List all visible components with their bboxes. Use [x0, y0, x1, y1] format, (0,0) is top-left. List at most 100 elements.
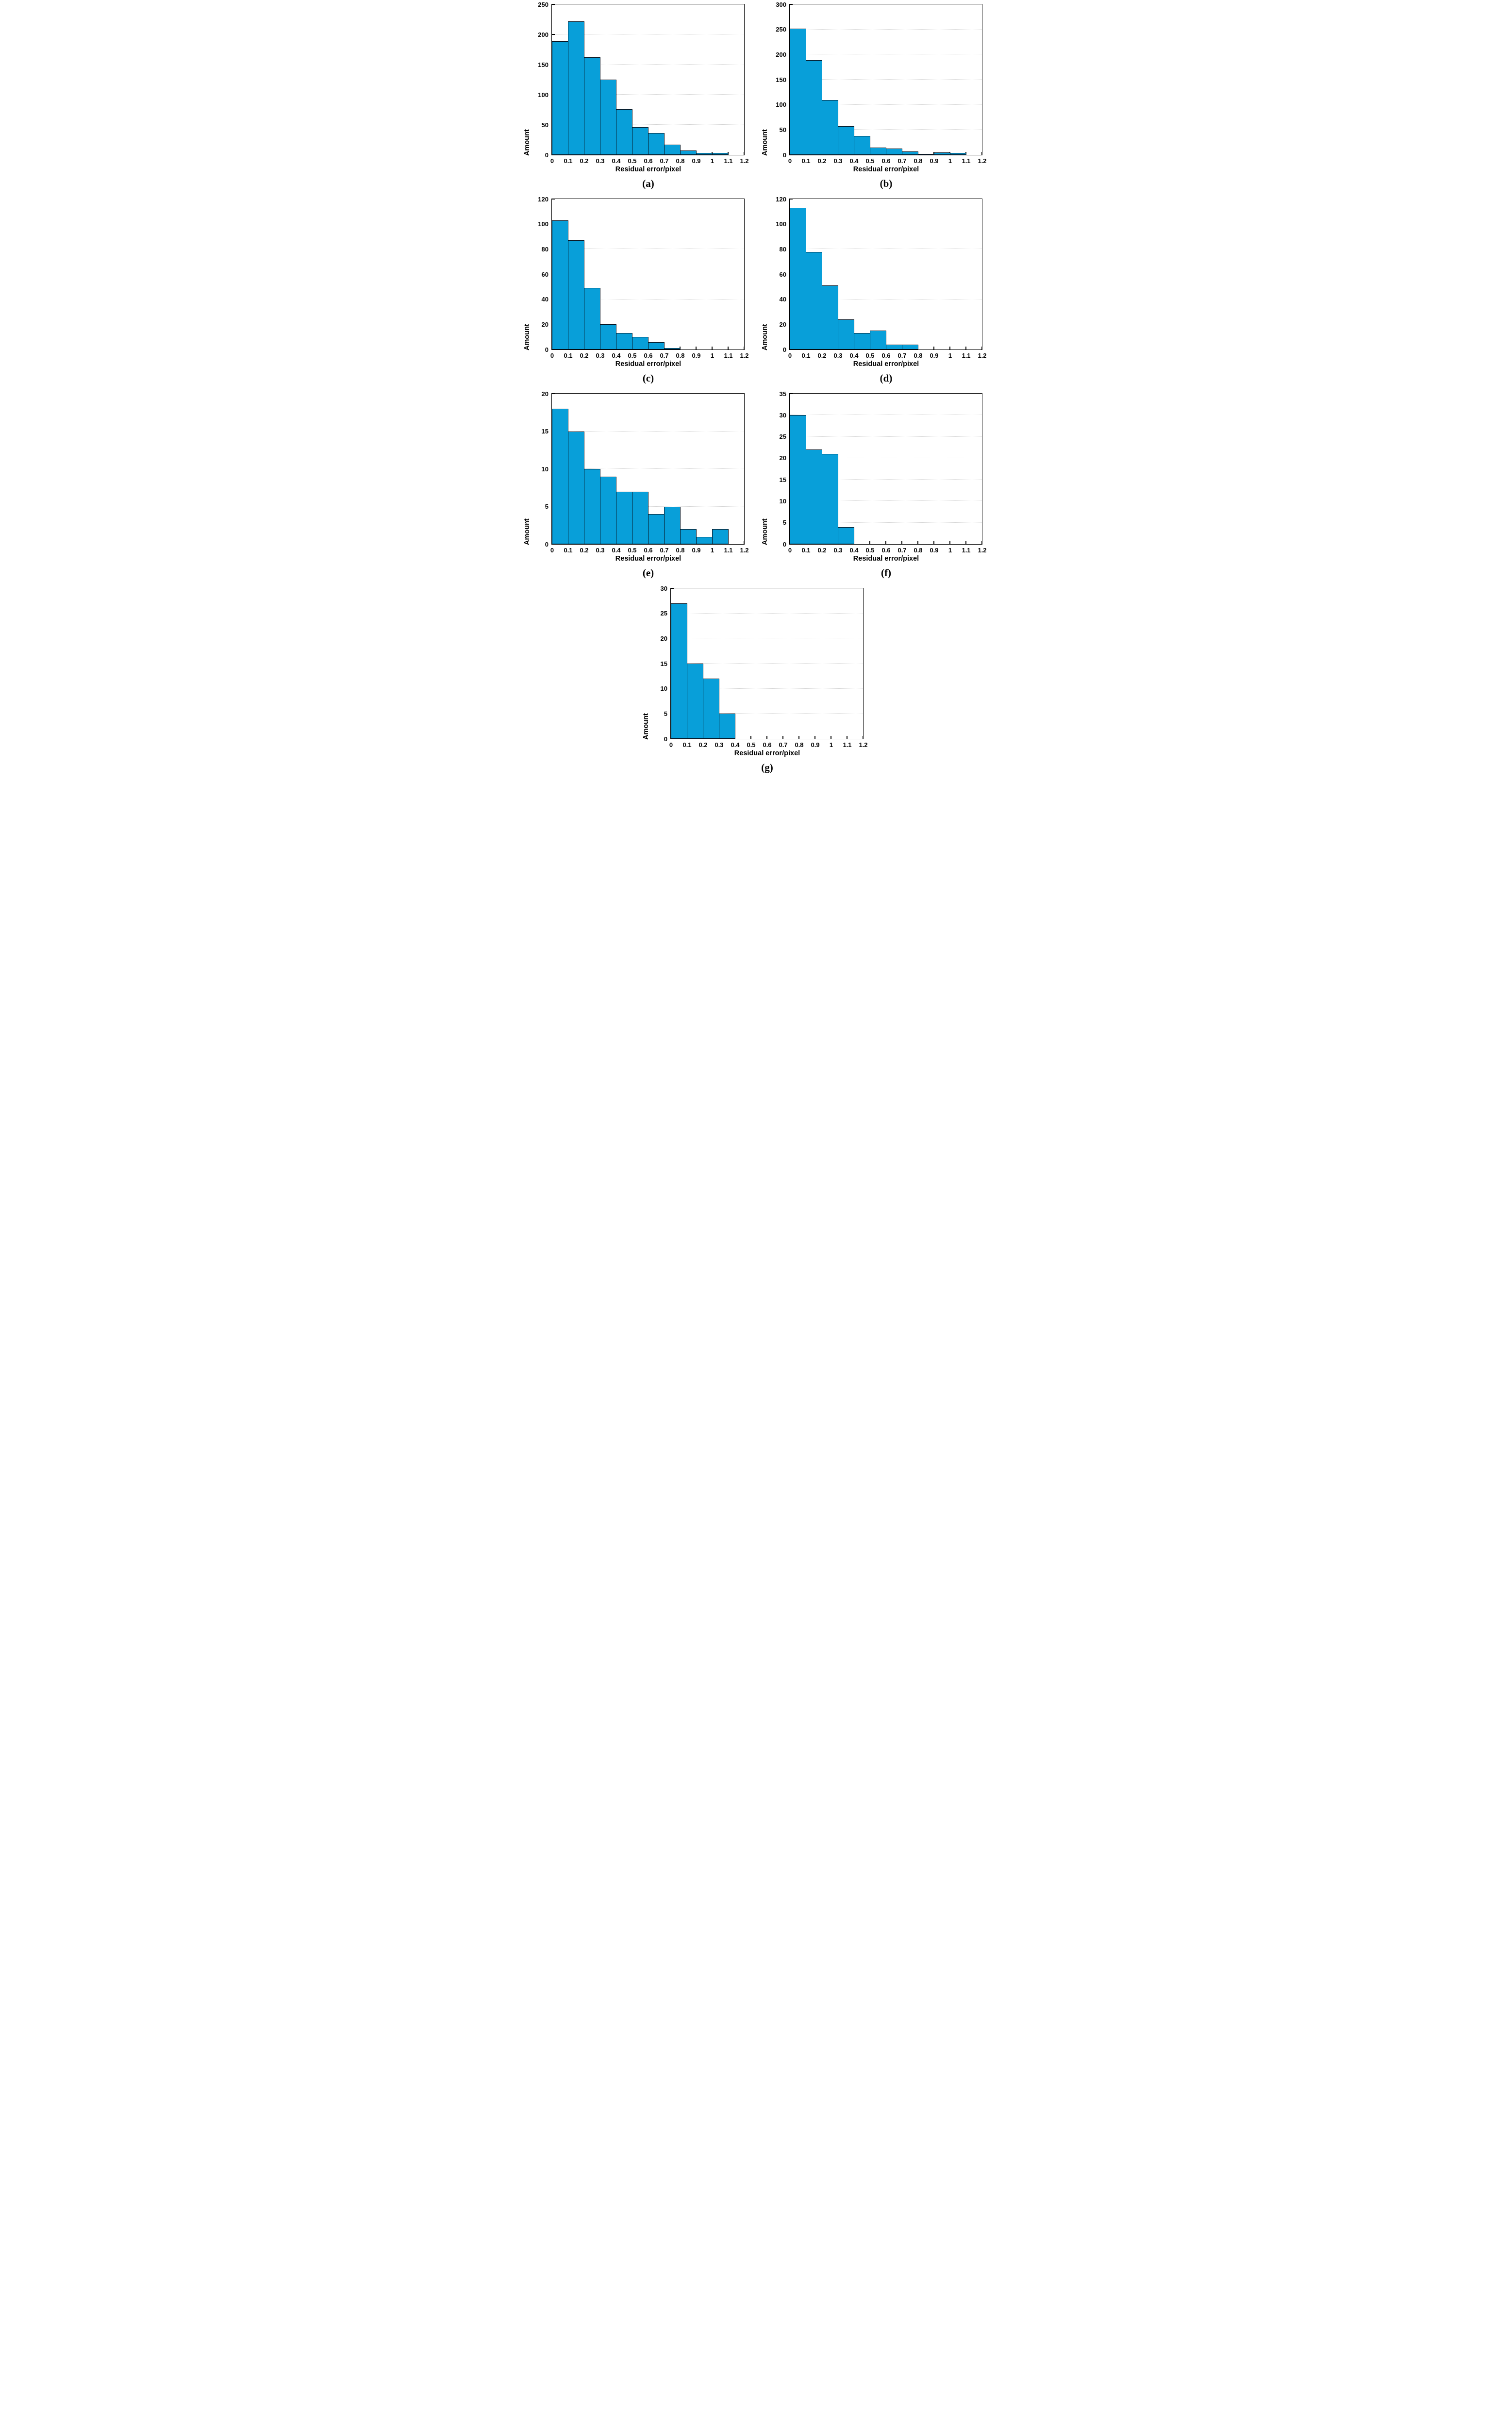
histogram-bar: [648, 133, 665, 155]
y-tick-label: 20: [779, 454, 786, 462]
x-tick-label: 0.5: [865, 547, 875, 554]
y-tick-label: 30: [660, 584, 667, 592]
histogram-bar: [680, 529, 697, 544]
x-tick-label: 0.8: [914, 547, 923, 554]
x-tick-mark: [949, 541, 950, 544]
x-tick-label: 0.1: [801, 547, 811, 554]
x-tick-mark: [712, 347, 713, 349]
x-tick-label: 0.7: [897, 547, 907, 554]
x-tick-label: 1.2: [978, 157, 987, 165]
x-tick-label: 1.1: [724, 352, 733, 359]
histogram-bar: [616, 109, 632, 155]
x-tick-label: 0.5: [865, 352, 875, 359]
y-tick-label: 100: [776, 220, 786, 228]
y-tick-label: 200: [776, 50, 786, 58]
x-tick-label: 0.1: [564, 352, 573, 359]
y-tick-label: 25: [660, 610, 667, 617]
x-tick-mark: [933, 347, 934, 349]
x-tick-label: 0: [550, 547, 554, 554]
gridline: [790, 104, 982, 105]
histogram-bar: [902, 151, 918, 155]
x-tick-label: 1: [948, 352, 952, 359]
gridline: [552, 468, 744, 469]
y-tick-label: 25: [779, 433, 786, 441]
x-tick-mark: [917, 541, 918, 544]
y-tick-label: 10: [660, 685, 667, 693]
gridline: [790, 436, 982, 437]
x-tick-label: 0.8: [914, 352, 923, 359]
y-tick-label: 100: [538, 220, 548, 228]
x-tick-label: 0.7: [660, 157, 669, 165]
gridline: [790, 129, 982, 130]
chart-a: Amount 0 50 100 150 200 250 0 0.1 0.2 0.3 0.4 0.5 0.6…: [523, 0, 750, 190]
x-tick-label: 0.7: [779, 741, 788, 748]
histogram-bar: [822, 454, 838, 544]
figure-grid: Amount 0 50 100 150 200 250 0 0.1 0.2 0.3 0.4 0.5 0.6…: [518, 0, 994, 779]
x-tick-label: 0.3: [833, 547, 843, 554]
y-tick-label: 100: [538, 91, 548, 99]
y-tick-mark: [790, 415, 793, 416]
histogram-bar: [712, 529, 729, 544]
y-tick-label: 300: [776, 0, 786, 8]
subplot-caption-f: (f): [881, 567, 891, 579]
x-tick-label: 0.6: [881, 352, 891, 359]
y-axis-title: Amount: [523, 129, 531, 156]
y-tick-label: 50: [779, 126, 786, 133]
x-tick-label: 0.8: [676, 547, 685, 554]
histogram-bar: [806, 251, 822, 349]
x-tick-mark: [933, 541, 934, 544]
chart-d: Amount 0 20 40 60 80 100 120 0 0.1 0.2 0.3 0.4 0.5 0.6…: [761, 196, 988, 384]
x-tick-label: 0.2: [817, 352, 827, 359]
x-tick-mark: [965, 541, 966, 544]
x-tick-label: 1: [948, 547, 952, 554]
figure-page: Amount 0 50 100 150 200 250 0 0.1 0.2 0.3 0.4 0.5 0.6…: [518, 0, 994, 779]
gridline: [552, 431, 744, 432]
plot-area-d: [789, 199, 982, 350]
plot-row-d: Amount 0 20 40 60 80 100 120: [761, 196, 988, 353]
x-tick-mark: [981, 347, 982, 349]
y-tick-mark: [790, 4, 793, 5]
x-tick-label: 1.2: [978, 352, 987, 359]
chart-e: Amount 0 5 10 15 20 0 0.1 0.2 0.3 0.4 0.5 0.6 0.7 0.8 0…: [523, 390, 750, 579]
x-tick-label: 1.1: [962, 352, 971, 359]
x-tick-label: 0.1: [801, 157, 811, 165]
histogram-bar: [950, 152, 966, 155]
histogram-bar: [632, 127, 648, 155]
histogram-bar: [870, 147, 886, 155]
y-tick-label: 200: [538, 31, 548, 38]
x-tick-mark: [696, 347, 697, 349]
gridline: [671, 663, 863, 664]
histogram-bar: [902, 344, 918, 349]
x-tick-label: 0.7: [660, 547, 669, 554]
chart-g: Amount 0 5 10 15 20 25 30 0 0.1 0.2 0.3 0.4 0.5 0.6 0.7…: [642, 584, 869, 774]
plot-area-e: [551, 393, 745, 545]
x-tick-label: 0.4: [849, 547, 859, 554]
x-tick-label: 0.8: [676, 352, 685, 359]
x-axis-title: Residual error/pixel: [615, 166, 681, 173]
x-tick-label: 0.1: [682, 741, 692, 748]
x-tick-label: 0.4: [731, 741, 740, 748]
histogram-bar: [552, 220, 568, 349]
y-tick-label: 20: [541, 390, 548, 398]
histogram-bar: [838, 319, 854, 349]
plot-row-g: Amount 0 5 10 15 20 25 30: [642, 584, 869, 742]
x-tick-label: 1.1: [962, 157, 971, 165]
histogram-bar: [719, 714, 735, 739]
x-tick-label: 0.6: [644, 352, 653, 359]
x-tick-mark: [863, 736, 864, 739]
x-tick-mark: [728, 347, 729, 349]
y-tick-label: 0: [545, 151, 548, 159]
histogram-bar: [870, 331, 886, 349]
x-tick-label: 0.1: [564, 547, 573, 554]
histogram-bar: [600, 80, 616, 155]
y-tick-mark: [552, 4, 555, 5]
x-tick-label: 1.2: [978, 547, 987, 554]
y-tick-label: 40: [779, 296, 786, 303]
x-tick-mark: [782, 736, 783, 739]
plot-area-f: [789, 393, 982, 545]
y-tick-mark: [552, 34, 555, 35]
y-tick-label: 250: [538, 0, 548, 8]
x-tick-label: 1: [948, 157, 952, 165]
y-tick-label: 0: [782, 540, 786, 548]
histogram-bar: [568, 240, 584, 349]
